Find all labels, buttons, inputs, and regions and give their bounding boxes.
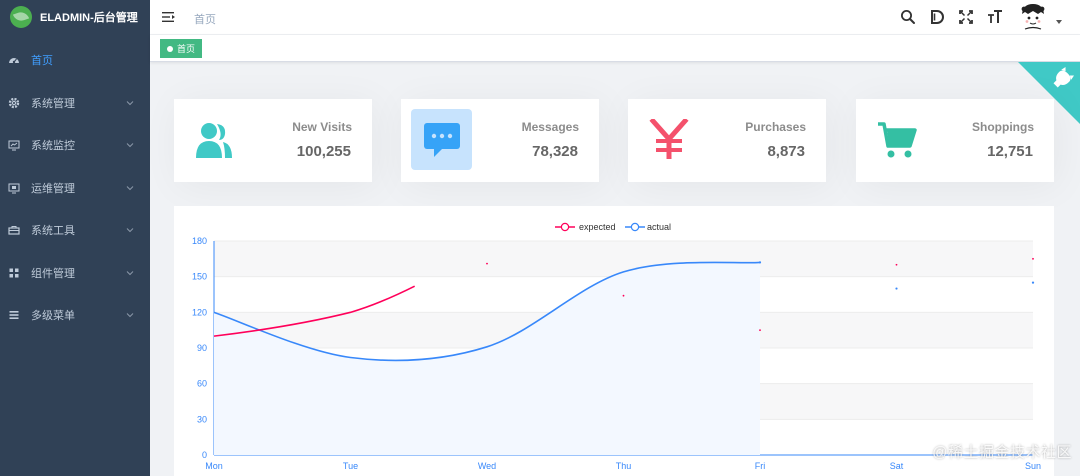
money-icon [648,118,689,159]
tag-label: 首页 [177,44,196,54]
actual-line [213,261,761,362]
font-size-icon[interactable] [987,9,1003,25]
y-tick-label: 0 [202,450,207,460]
y-tick-label: 90 [197,343,207,353]
sidebar-item-label: 系统监控 [31,140,75,153]
legend-label-actual: actual [647,222,671,232]
y-tick-label: 180 [192,236,207,246]
chevron-down-icon [126,313,134,318]
sidebar-item-label: 系统工具 [31,225,75,238]
legend-marker-expected [560,222,570,232]
chevron-down-icon [126,143,134,148]
actual-area [214,262,760,455]
y-tick-label: 120 [192,307,207,317]
tag-dashboard[interactable]: 首页 [160,39,203,58]
legend-label-expected: expected [579,222,616,232]
chevron-down-icon [126,228,134,233]
sidebar-item-label: 运维管理 [31,182,75,195]
y-tick-label: 150 [192,272,207,282]
dashboard-icon [8,54,20,66]
panel-label: Messages [521,120,579,134]
sidebar-item-label: 组件管理 [31,267,75,280]
watermark: @稀土掘金技术社区 [932,444,1072,461]
expected-point [1032,257,1034,260]
expected-point [895,263,898,266]
actual-point [758,261,762,264]
x-tick-label: Thu [616,461,632,471]
y-tick-label: 60 [197,379,207,389]
sidebar-item-label: 多级菜单 [31,310,75,323]
chevron-down-icon [126,100,134,105]
expected-line [213,285,416,337]
expected-point [622,294,625,297]
panel-messages[interactable]: Messages 78,328 [401,99,599,182]
fullscreen-icon[interactable] [958,9,974,25]
app-title: ELADMIN-后台管理 [40,12,138,24]
search-icon[interactable] [900,9,916,25]
panel-value: 8,873 [767,143,805,160]
panel-new-visits[interactable]: New Visits 100,255 [174,99,372,182]
x-tick-label: Mon [205,461,223,471]
sidebar-item-label: 系统管理 [31,97,75,110]
split-area [214,241,1033,277]
x-tick-label: Fri [755,461,766,471]
expected-point [759,329,761,332]
server-icon [8,182,20,194]
x-tick-label: Wed [478,461,496,471]
sidebar-item-components[interactable]: 组件管理 [0,252,150,295]
caret-down-icon[interactable] [1056,20,1062,25]
panel-icon-wrap [184,109,245,170]
panel-label: Shoppings [972,120,1034,134]
panel-shoppings[interactable]: Shoppings 12,751 [856,99,1054,182]
tag-active-dot [167,45,173,52]
actual-point [1031,281,1035,284]
gear-icon [8,97,20,109]
panel-value: 78,328 [532,143,578,160]
message-icon [423,122,460,157]
sidebar-item-ops[interactable]: 运维管理 [0,167,150,210]
logo-leaf-icon [10,6,32,28]
avatar[interactable] [1019,2,1047,32]
doc-icon[interactable] [929,9,945,25]
panel-icon-wrap [638,109,699,170]
y-tick-label: 30 [197,414,207,424]
sidebar-item-dashboard[interactable]: 首页 [0,39,150,82]
panel-value: 100,255 [296,143,351,160]
x-tick-label: Sat [890,461,904,471]
legend-marker-actual [630,222,640,232]
actual-point [895,287,898,290]
tags-view: 首页 [150,35,1080,62]
logo[interactable]: ELADMIN-后台管理 [0,0,150,34]
panel-label: New Visits [292,120,352,134]
github-corner-icon[interactable] [1018,62,1080,124]
panel-value: 12,751 [987,143,1033,160]
toolbox-icon [8,224,20,236]
panel-icon-wrap [866,109,927,170]
sidebar-item-multilevel[interactable]: 多级菜单 [0,294,150,337]
navbar: 首页 [150,0,1080,35]
expected-point [486,262,488,265]
sidebar: ELADMIN-后台管理 首页 系统管理 系统监控 运维管 [0,0,150,476]
panel-icon-wrap [411,109,472,170]
panel-label: Purchases [745,120,806,134]
hamburger-icon[interactable] [162,10,176,24]
breadcrumb[interactable]: 首页 [194,14,216,26]
chevron-down-icon [126,185,134,190]
sidebar-menu: 首页 系统管理 系统监控 运维管理 系统工具 [0,39,150,337]
shopping-icon [877,121,917,157]
sidebar-item-tools[interactable]: 系统工具 [0,209,150,252]
line-chart: 0 30 60 90 120 150 180 Mon Tue Wed Thu Fri Sat Sun exp… [192,222,1041,471]
list-icon [8,309,20,321]
people-icon [195,122,232,158]
panel-purchases[interactable]: Purchases 8,873 [628,99,826,182]
x-tick-label: Sun [1025,461,1041,471]
sidebar-item-system[interactable]: 系统管理 [0,82,150,125]
x-tick-label: Tue [343,461,358,471]
monitor-icon [8,139,20,151]
sidebar-item-label: 首页 [31,55,53,68]
grid-icon [8,267,20,279]
sidebar-item-monitor[interactable]: 系统监控 [0,124,150,167]
line-chart-card: 0 30 60 90 120 150 180 Mon Tue Wed Thu Fri Sat Sun exp… [174,206,1054,476]
chevron-down-icon [126,270,134,275]
